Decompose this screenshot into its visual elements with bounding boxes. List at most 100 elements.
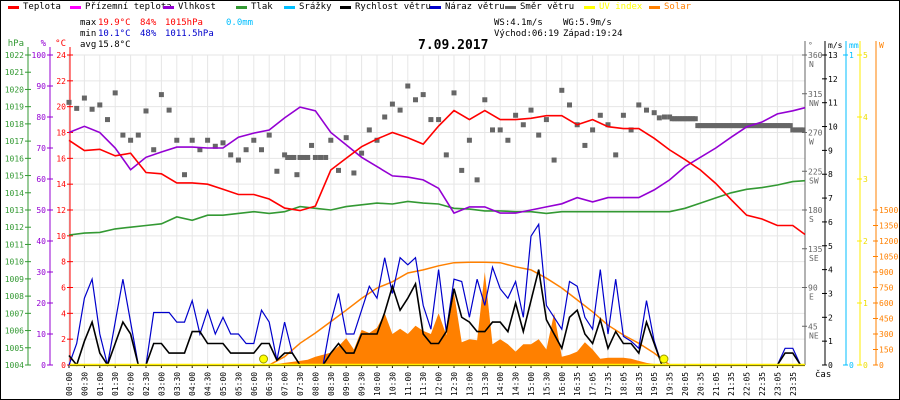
legend-item-precipitation: Srážky — [284, 2, 332, 12]
wind-direction-point — [312, 154, 318, 160]
pressure-tick-label: 1020 — [5, 85, 24, 94]
compass-label: E — [809, 293, 814, 302]
wind-direction-tick-label: 360 — [808, 51, 823, 60]
x-tick-label: 20:35 — [696, 372, 705, 396]
wind-direction-point — [490, 127, 495, 133]
wind-direction-point — [266, 132, 272, 138]
x-tick-label: 11:00 — [404, 372, 413, 396]
solar-tick-label: 1350 — [879, 222, 898, 231]
wind-direction-point — [436, 117, 442, 123]
wind-direction-point — [759, 123, 765, 129]
wind-direction-point — [443, 152, 449, 158]
wind-speed-tick-label: 9 — [828, 146, 833, 155]
wind-direction-point — [243, 147, 249, 153]
humidity-tick-label: 90 — [36, 82, 46, 91]
wind-speed-tick-label: 13 — [828, 51, 838, 60]
solar-tick-label: 0 — [879, 361, 884, 370]
temperature-tick-label: 2 — [61, 335, 66, 344]
wind-direction-point — [309, 142, 315, 148]
wind-direction-point — [728, 123, 734, 129]
wind-direction-point — [756, 123, 762, 129]
temperature-tick-label: 8 — [61, 258, 66, 267]
pressure-tick-label: 1007 — [5, 309, 24, 318]
x-tick-label: 23:35 — [789, 372, 798, 396]
x-tick-label: 12:00 — [435, 372, 444, 396]
wind-direction-point — [782, 123, 788, 129]
wind-direction-point — [785, 123, 791, 129]
wind-direction-point — [81, 95, 87, 101]
solar-tick-label: 600 — [879, 299, 894, 308]
x-tick-label: 17:35 — [604, 372, 613, 396]
wind-speed-tick-label: 1 — [828, 337, 833, 346]
avg-temperature: 15.8°C — [98, 40, 131, 50]
wind-direction-point — [520, 122, 526, 128]
wind-direction-point — [374, 137, 380, 143]
precipitation-axis-title: mm — [849, 41, 859, 50]
wind-direction-point — [705, 123, 711, 129]
wind-direction-point — [672, 116, 678, 122]
humidity-line — [68, 106, 806, 215]
temperature-tick-label: 24 — [56, 51, 66, 60]
wind-direction-point — [762, 123, 768, 129]
wind-direction-point — [787, 123, 793, 129]
pressure-tick-label: 1018 — [5, 120, 24, 129]
wind-direction-point — [323, 154, 329, 160]
x-tick-label: 05:00 — [219, 372, 228, 396]
wind-direction-point — [543, 117, 549, 123]
wind-direction-point — [731, 123, 737, 129]
wind-direction-point — [528, 107, 534, 113]
humidity-tick-label: 80 — [36, 113, 46, 122]
legend-item-humidity: Vlhkost — [163, 2, 216, 12]
wind-direction-point — [741, 123, 747, 129]
x-tick-label: 01:30 — [111, 372, 120, 396]
x-tick-label: 15:00 — [527, 372, 536, 396]
legend-label: Teplota — [23, 2, 61, 12]
pressure-tick-label: 1015 — [5, 172, 24, 181]
x-tick-label: 05:30 — [234, 372, 243, 396]
x-tick-label: 01:00 — [96, 372, 105, 396]
wind-direction-point — [158, 92, 164, 98]
wind-direction-point — [466, 137, 472, 143]
min-temperature: 10.1°C — [98, 29, 131, 39]
uv-index-tick-label: 2 — [863, 237, 868, 246]
humidity-tick-label: 70 — [36, 144, 46, 153]
legend-label: Náraz větru — [445, 2, 505, 12]
solar-tick-label: 750 — [879, 284, 894, 293]
temperature-tick-label: 22 — [56, 77, 66, 86]
humidity-tick-label: 20 — [36, 299, 46, 308]
wind-direction-point — [285, 154, 291, 160]
solar-area — [69, 272, 801, 365]
legend-label: Tlak — [251, 2, 273, 12]
compass-label: NW — [809, 99, 819, 108]
x-tick-label: 08:30 — [327, 372, 336, 396]
wind-direction-point — [772, 123, 778, 129]
legend-label: Rychlost větru — [355, 2, 431, 12]
pressure-tick-label: 1006 — [5, 327, 24, 336]
legend-label: Solar — [664, 2, 692, 12]
x-tick-label: 07:00 — [281, 372, 290, 396]
min-pressure: 1011.5hPa — [165, 29, 214, 39]
uv-index-tick-label: 1 — [863, 299, 868, 308]
wind-direction-point — [120, 132, 126, 138]
wind-direction-point — [751, 123, 757, 129]
legend-swatch — [236, 5, 247, 9]
wind-direction-tick-label: 225 — [808, 167, 823, 176]
wind-direction-point — [767, 123, 773, 129]
wind-speed-tick-label: 8 — [828, 170, 833, 179]
uv-index-tick-label: 4 — [863, 113, 868, 122]
wind-direction-point — [679, 116, 685, 122]
x-tick-label: 06:30 — [265, 372, 274, 396]
x-tick-label: 08:00 — [311, 372, 320, 396]
wind-speed-tick-label: 11 — [828, 99, 838, 108]
wind-direction-point — [174, 137, 180, 143]
wind-direction-point — [474, 177, 480, 183]
pressure-tick-label: 1011 — [5, 240, 24, 249]
wind-direction-point — [97, 102, 103, 108]
wind-direction-point — [420, 92, 426, 98]
x-tick-label: 04:30 — [204, 372, 213, 396]
wind-direction-point — [674, 116, 680, 122]
wind-direction-axis-title: ° — [808, 41, 813, 50]
precipitation-tick-label: 0 — [849, 361, 854, 370]
wind-direction-point — [189, 137, 195, 143]
pressure-line — [68, 179, 806, 236]
